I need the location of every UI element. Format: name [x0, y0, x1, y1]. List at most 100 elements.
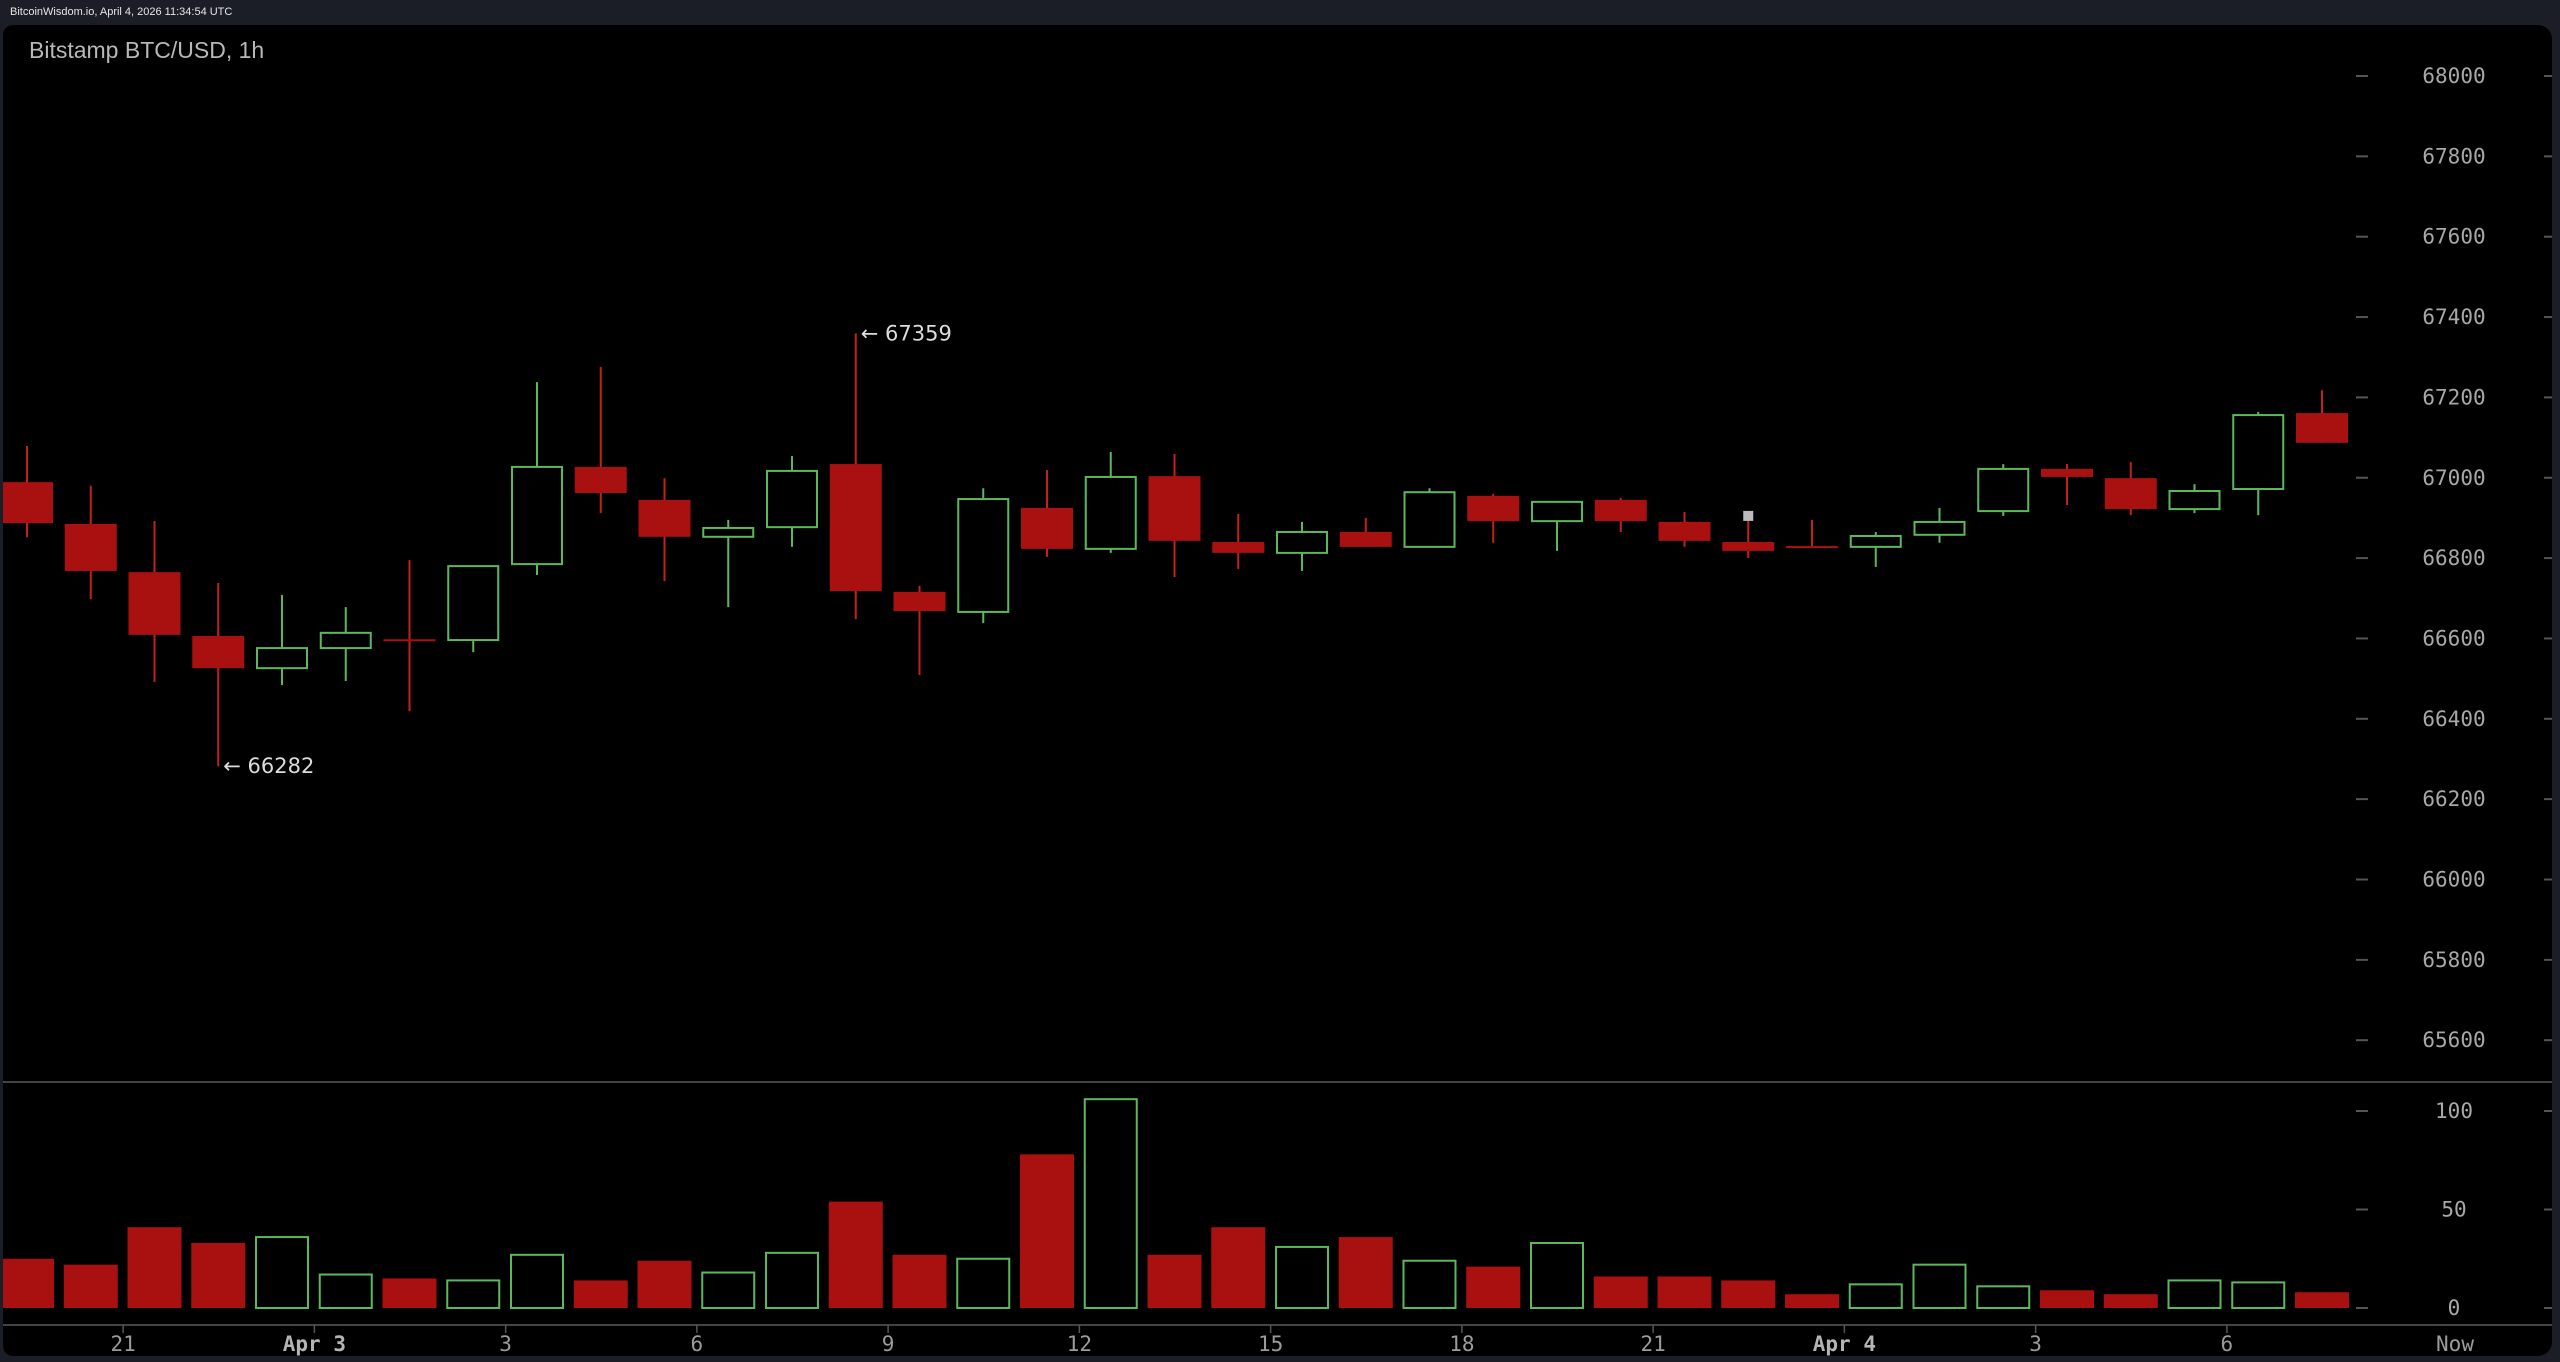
volume-bar-up[interactable] — [1976, 1285, 2031, 1309]
candle-body — [829, 464, 882, 592]
candle-up[interactable] — [2168, 484, 2221, 514]
volume-bar-up[interactable] — [255, 1236, 309, 1309]
time-axis-label: 21 — [1640, 1332, 1665, 1356]
candle-down[interactable] — [2296, 390, 2348, 443]
candle-up[interactable] — [766, 456, 818, 547]
volume-bar-down[interactable] — [637, 1260, 692, 1308]
candle-down[interactable] — [1658, 511, 1711, 547]
candle-body — [128, 572, 181, 635]
volume-bar-down[interactable] — [127, 1227, 182, 1308]
candle-up[interactable] — [319, 607, 372, 682]
volume-bar-down[interactable] — [892, 1254, 947, 1308]
time-axis-label: 3 — [499, 1332, 512, 1356]
candlestick-chart[interactable]: 6800067800676006740067200670006680066600… — [3, 25, 2552, 1356]
candle-down[interactable] — [1148, 454, 1201, 577]
volume-bar-up[interactable] — [956, 1257, 1011, 1309]
candle-down[interactable] — [1021, 470, 1073, 557]
time-axis-label: 6 — [691, 1332, 704, 1356]
volume-bar-up[interactable] — [510, 1253, 564, 1310]
candle-up[interactable] — [1531, 500, 1583, 551]
candle-down[interactable] — [64, 485, 117, 600]
volume-bar-down[interactable] — [573, 1280, 628, 1308]
candle-down[interactable] — [574, 366, 627, 514]
volume-bar-up[interactable] — [765, 1251, 819, 1309]
candle-down[interactable] — [829, 333, 882, 620]
volume-bar-down[interactable] — [1721, 1280, 1776, 1308]
candle-up[interactable] — [702, 519, 755, 608]
candle-body — [64, 523, 117, 571]
volume-bar-down[interactable] — [1147, 1254, 1202, 1308]
candle-body — [1212, 542, 1265, 553]
volume-bar-up[interactable] — [1402, 1259, 1457, 1309]
candle-down[interactable] — [192, 583, 245, 767]
candle-body — [2041, 468, 2093, 477]
candle-down[interactable] — [893, 585, 946, 676]
candle-body — [1467, 495, 1520, 522]
time-axis-now-label: Now — [2436, 1332, 2474, 1356]
candle-down[interactable] — [2041, 464, 2093, 506]
time-axis-label: 6 — [2221, 1332, 2234, 1356]
candle-down[interactable] — [3, 446, 53, 538]
candle-up[interactable] — [1849, 531, 1902, 567]
candle-down[interactable] — [1722, 519, 1775, 559]
volume-bar-up[interactable] — [1912, 1263, 1967, 1310]
candle-down[interactable] — [1212, 513, 1265, 569]
price-axis-label: 67000 — [2422, 466, 2485, 490]
candle-down[interactable] — [128, 521, 181, 682]
candle-up[interactable] — [256, 595, 308, 686]
candle-down[interactable] — [1786, 519, 1838, 549]
volume-bar-up[interactable] — [1275, 1245, 1329, 1310]
volume-bar-down[interactable] — [3, 1258, 54, 1308]
candle-down[interactable] — [2104, 462, 2157, 516]
volume-bar-up[interactable] — [2231, 1281, 2286, 1310]
candle-up[interactable] — [1403, 488, 1456, 548]
price-axis-label: 66000 — [2422, 868, 2485, 892]
candle-up[interactable] — [1913, 507, 1966, 543]
volume-bar-up[interactable] — [1530, 1241, 1584, 1309]
candle-up[interactable] — [2232, 411, 2285, 516]
candle-up[interactable] — [1276, 521, 1328, 571]
volume-bar-down[interactable] — [1657, 1276, 1712, 1308]
volume-bar-down[interactable] — [1338, 1237, 1393, 1308]
candle-down[interactable] — [1467, 493, 1520, 543]
volume-bar-down[interactable] — [828, 1201, 883, 1308]
volume-axis-label: 50 — [2441, 1198, 2466, 1222]
volume-bar-down[interactable] — [191, 1242, 246, 1308]
volume-bar-up[interactable] — [701, 1271, 756, 1310]
candle-down[interactable] — [1594, 497, 1647, 532]
candle-down[interactable] — [638, 478, 691, 581]
candle-up[interactable] — [511, 382, 563, 575]
candle-down[interactable] — [1339, 517, 1392, 547]
volume-axis-label: 0 — [2448, 1296, 2461, 1320]
volume-bar-up[interactable] — [318, 1273, 373, 1310]
volume-bar-up[interactable] — [1848, 1283, 1903, 1309]
volume-bar-down[interactable] — [1593, 1276, 1648, 1308]
price-axis-label: 66800 — [2422, 546, 2485, 570]
candle-body — [256, 647, 308, 670]
volume-bar-down[interactable] — [1466, 1266, 1521, 1308]
time-axis-label: Apr 4 — [1813, 1332, 1876, 1356]
candle-body — [1658, 521, 1711, 541]
volume-bar-down[interactable] — [1785, 1294, 1839, 1308]
candle-body — [383, 639, 436, 642]
candle-up[interactable] — [447, 565, 500, 653]
volume-bar-down[interactable] — [63, 1264, 118, 1308]
price-axis-label: 68000 — [2422, 64, 2485, 88]
candle-body — [2232, 414, 2285, 490]
volume-bar-up[interactable] — [2167, 1279, 2222, 1310]
candle-up[interactable] — [957, 488, 1010, 624]
candle-body — [1276, 530, 1328, 554]
volume-bar-down[interactable] — [382, 1278, 437, 1308]
volume-bar-down[interactable] — [1020, 1154, 1074, 1308]
candle-down[interactable] — [383, 560, 436, 712]
low-annotation: ← 66282 — [223, 754, 314, 778]
volume-bar-up[interactable] — [1083, 1098, 1138, 1310]
candle-up[interactable] — [1977, 464, 2030, 516]
volume-bar-down[interactable] — [2040, 1290, 2094, 1308]
volume-bar-down[interactable] — [1211, 1227, 1266, 1308]
time-axis-label: 3 — [2029, 1332, 2042, 1356]
volume-bar-down[interactable] — [2103, 1294, 2158, 1308]
volume-bar-up[interactable] — [446, 1279, 501, 1310]
volume-bar-down[interactable] — [2295, 1292, 2349, 1308]
candle-up[interactable] — [1084, 452, 1137, 553]
